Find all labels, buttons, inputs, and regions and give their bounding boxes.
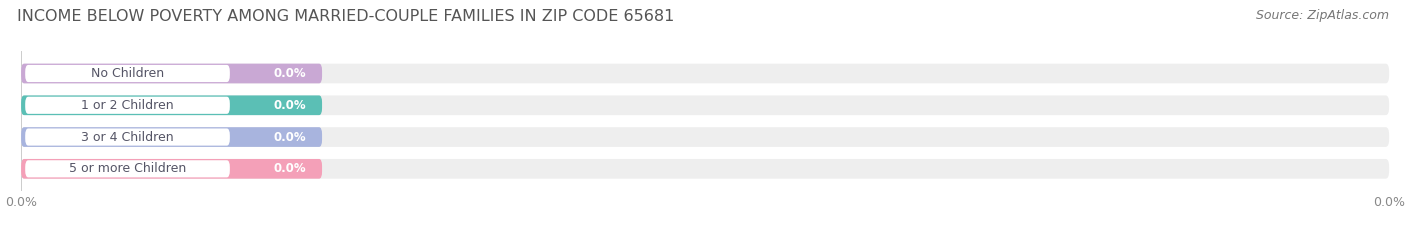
Text: INCOME BELOW POVERTY AMONG MARRIED-COUPLE FAMILIES IN ZIP CODE 65681: INCOME BELOW POVERTY AMONG MARRIED-COUPL… <box>17 9 675 24</box>
FancyBboxPatch shape <box>25 97 229 114</box>
FancyBboxPatch shape <box>21 127 1389 147</box>
Text: 0.0%: 0.0% <box>273 130 305 144</box>
Text: No Children: No Children <box>91 67 165 80</box>
FancyBboxPatch shape <box>21 64 1389 83</box>
Text: 0.0%: 0.0% <box>273 99 305 112</box>
Text: 5 or more Children: 5 or more Children <box>69 162 186 175</box>
FancyBboxPatch shape <box>25 160 229 177</box>
Text: 1 or 2 Children: 1 or 2 Children <box>82 99 174 112</box>
FancyBboxPatch shape <box>21 127 322 147</box>
FancyBboxPatch shape <box>21 96 322 115</box>
Text: 0.0%: 0.0% <box>273 67 305 80</box>
FancyBboxPatch shape <box>25 128 229 146</box>
Text: Source: ZipAtlas.com: Source: ZipAtlas.com <box>1256 9 1389 22</box>
FancyBboxPatch shape <box>21 159 1389 179</box>
Text: 3 or 4 Children: 3 or 4 Children <box>82 130 174 144</box>
FancyBboxPatch shape <box>21 64 322 83</box>
Text: 0.0%: 0.0% <box>273 162 305 175</box>
FancyBboxPatch shape <box>21 159 322 179</box>
FancyBboxPatch shape <box>21 96 1389 115</box>
FancyBboxPatch shape <box>25 65 229 82</box>
